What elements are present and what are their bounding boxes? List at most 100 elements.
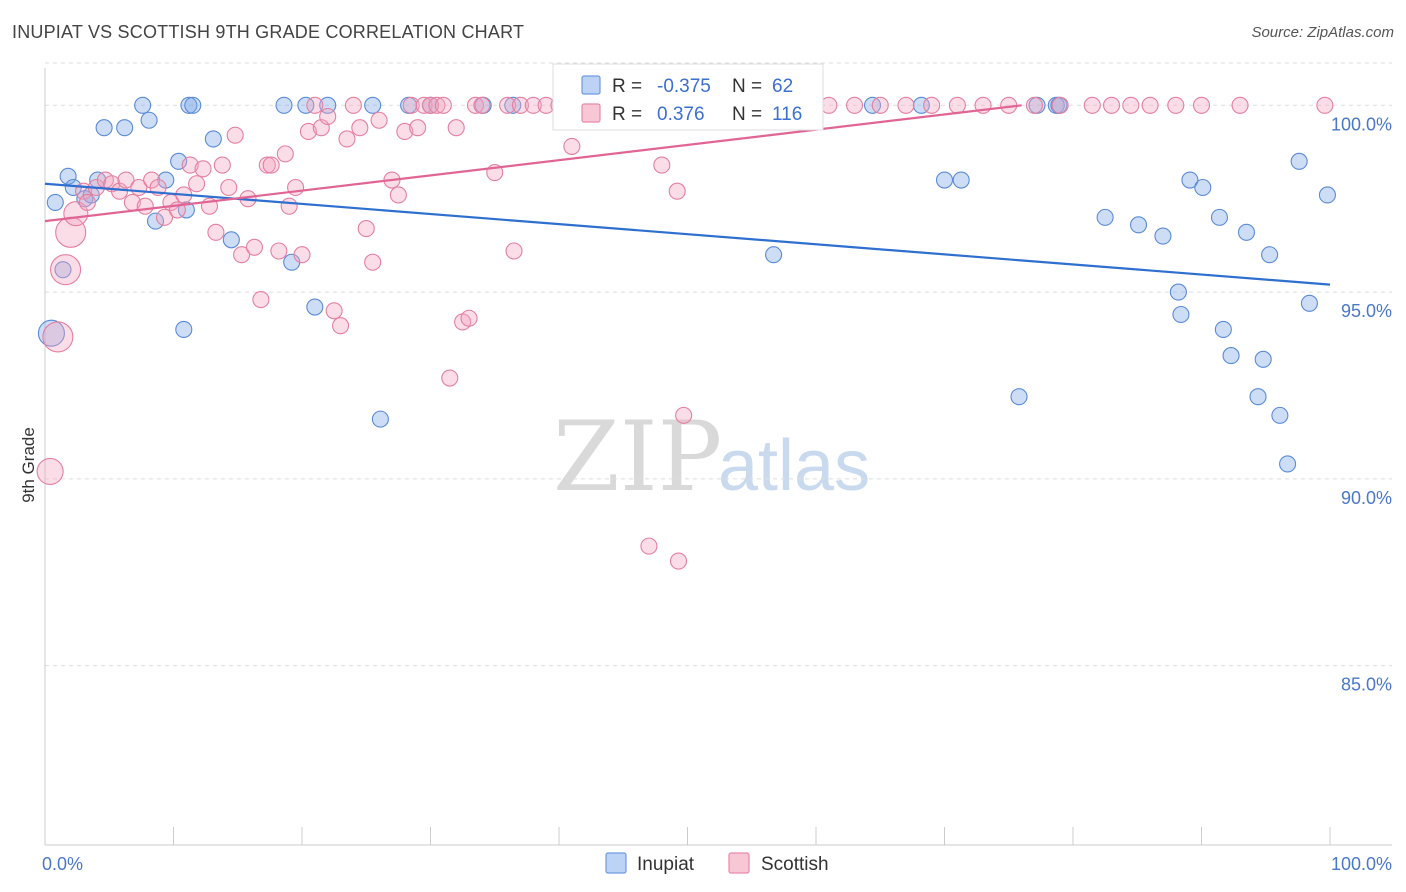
point-scottish-36 — [276, 145, 294, 163]
point-scottish-53 — [389, 186, 407, 204]
y-tick-label-3: 85.0% — [1341, 675, 1392, 695]
source-label: Source: ZipAtlas.com — [1251, 24, 1394, 41]
point-scottish-108 — [1141, 96, 1159, 114]
point-inupiat-57 — [1271, 406, 1289, 424]
point-scottish-112 — [1316, 96, 1334, 114]
point-scottish-62 — [447, 119, 465, 137]
watermark-zip: ZIP — [553, 401, 722, 513]
point-scottish-26 — [213, 156, 231, 174]
point-inupiat-33 — [765, 246, 783, 264]
point-scottish-11 — [117, 171, 135, 189]
point-inupiat-36 — [912, 96, 930, 114]
point-inupiat-11 — [140, 111, 158, 129]
legend-swatch-inupiat — [581, 75, 601, 95]
point-scottish-23 — [194, 160, 212, 178]
point-inupiat-15 — [175, 320, 193, 339]
point-scottish-29 — [233, 246, 251, 264]
point-scottish-37 — [280, 197, 298, 215]
gridlines — [45, 62, 1392, 667]
point-scottish-51 — [370, 111, 388, 129]
point-inupiat-58 — [1279, 455, 1297, 473]
x-tick-labels: 0.0% 100.0% — [42, 854, 1392, 874]
axes — [44, 68, 1392, 846]
point-scottish-70 — [511, 96, 530, 114]
point-scottish-44 — [325, 302, 343, 320]
point-scottish-96 — [845, 96, 864, 114]
point-scottish-45 — [331, 317, 350, 335]
point-scottish-100 — [948, 96, 966, 114]
legend-r-label-scottish: R = — [612, 104, 642, 125]
point-scottish-66 — [473, 96, 491, 114]
point-scottish-114 — [675, 406, 693, 424]
trend-line-inupiat — [44, 182, 1331, 286]
point-scottish-50 — [364, 253, 382, 271]
point-inupiat-27 — [371, 410, 389, 428]
point-inupiat-18 — [184, 96, 202, 114]
x-tick-label-0: 0.0% — [42, 854, 83, 874]
point-inupiat-12 — [146, 212, 165, 230]
point-inupiat-39 — [1010, 388, 1028, 406]
y-tick-label-2: 90.0% — [1341, 488, 1392, 508]
point-scottish-105 — [1083, 96, 1101, 114]
trend-line-scottish — [44, 104, 1022, 223]
point-inupiat-8 — [95, 119, 113, 137]
point-inupiat-47 — [1172, 305, 1190, 324]
point-inupiat-56 — [1261, 246, 1279, 264]
point-scottish-40 — [299, 122, 317, 141]
legend-r-value-scottish: 0.376 — [657, 104, 705, 125]
point-inupiat-46 — [1169, 283, 1187, 301]
point-inupiat-50 — [1210, 208, 1229, 226]
point-inupiat-54 — [1249, 388, 1267, 406]
legend-r-value-inupiat: -0.375 — [657, 76, 711, 97]
point-scottish-48 — [351, 119, 369, 137]
point-inupiat-44 — [1129, 216, 1148, 234]
point-scottish-99 — [923, 96, 941, 114]
point-scottish-31 — [245, 238, 264, 256]
point-scottish-43 — [319, 107, 337, 126]
point-inupiat-53 — [1237, 223, 1256, 241]
point-scottish-34 — [262, 156, 280, 174]
point-inupiat-0 — [37, 319, 65, 347]
point-scottish-58 — [421, 96, 440, 114]
legend-n-value-inupiat: 62 — [772, 76, 793, 97]
point-scottish-56 — [409, 119, 427, 137]
legend-n-value-scottish: 116 — [772, 104, 802, 125]
point-scottish-2 — [50, 254, 82, 286]
point-scottish-17 — [155, 208, 174, 226]
point-scottish-27 — [220, 178, 238, 197]
point-inupiat-38 — [952, 171, 970, 189]
point-scottish-83 — [653, 156, 671, 174]
point-scottish-33 — [258, 156, 276, 174]
point-scottish-65 — [466, 96, 485, 114]
stats-legend: R = -0.375 N = 62 R = 0.376 N = 116 — [552, 63, 824, 131]
point-scottish-109 — [1167, 96, 1185, 114]
point-scottish-39 — [293, 246, 311, 264]
point-inupiat-52 — [1222, 347, 1240, 365]
point-scottish-103 — [1025, 96, 1043, 114]
point-scottish-104 — [1051, 96, 1069, 114]
point-scottish-6 — [78, 193, 96, 211]
point-inupiat-59 — [1290, 152, 1308, 170]
point-inupiat-51 — [1214, 320, 1232, 339]
series-legend-swatch-scottish — [728, 852, 750, 874]
point-inupiat-1 — [46, 193, 64, 211]
point-scottish-85 — [669, 552, 688, 570]
series-legend-label-inupiat: Inupiat — [637, 854, 695, 875]
point-inupiat-10 — [134, 96, 152, 114]
point-scottish-1 — [42, 321, 74, 353]
point-inupiat-9 — [116, 119, 134, 137]
point-inupiat-17 — [180, 96, 198, 114]
point-inupiat-61 — [1318, 186, 1336, 204]
watermark-atlas: atlas — [718, 426, 870, 506]
point-scottish-28 — [226, 126, 244, 144]
y-tick-label-1: 95.0% — [1341, 301, 1392, 321]
point-scottish-81 — [640, 537, 658, 555]
point-scottish-60 — [434, 96, 452, 114]
point-inupiat-20 — [222, 231, 240, 249]
point-scottish-110 — [1192, 96, 1211, 114]
point-inupiat-37 — [935, 171, 954, 189]
point-scottish-25 — [207, 223, 225, 241]
point-scottish-69 — [505, 242, 523, 260]
watermark: ZIP atlas — [553, 401, 870, 513]
point-scottish-35 — [270, 242, 288, 260]
